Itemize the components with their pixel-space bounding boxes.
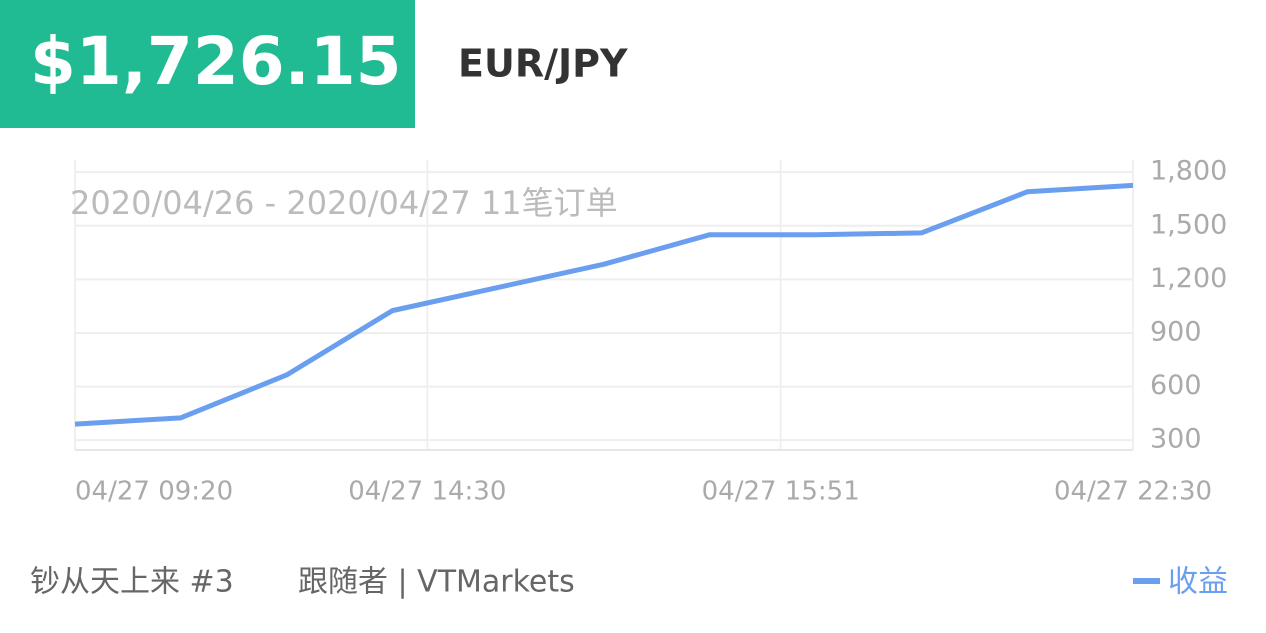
y-tick-label: 900 — [1150, 316, 1202, 347]
x-tick-label: 04/27 14:30 — [348, 477, 506, 507]
line-series — [74, 182, 1134, 427]
y-tick-label: 1,500 — [1150, 209, 1227, 240]
x-tick-label: 04/27 15:51 — [702, 477, 860, 507]
chart-subtitle: 2020/04/26 - 2020/04/27 11笔订单 — [70, 184, 618, 222]
x-tick-label: 04/27 22:30 — [1054, 477, 1212, 507]
account-name: 钞从天上来 #3 — [30, 565, 234, 600]
y-tick-label: 1,800 — [1150, 156, 1227, 187]
account-role: 跟随者 | VTMarkets — [298, 565, 575, 600]
legend-label: 收益 — [1168, 565, 1228, 600]
pair: EUR/JPY — [458, 42, 628, 86]
x-tick-label: 04/27 09:20 — [75, 477, 233, 507]
y-tick-label: 1,200 — [1150, 263, 1227, 294]
y-tick-label: 300 — [1150, 424, 1202, 455]
y-tick-label: 600 — [1150, 370, 1202, 401]
amount: $1,726.15 — [30, 23, 402, 100]
amount-badge — [0, 0, 415, 128]
